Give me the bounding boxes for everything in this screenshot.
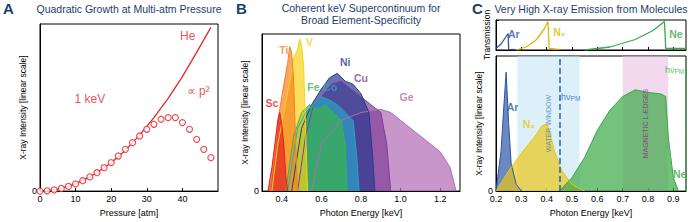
svg-text:0.7: 0.7: [616, 194, 629, 204]
svg-text:0.6: 0.6: [315, 194, 328, 204]
svg-text:0.4: 0.4: [276, 194, 289, 204]
svg-text:hν: hν: [561, 92, 571, 102]
svg-text:0.5: 0.5: [566, 194, 579, 204]
svg-text:0.3: 0.3: [515, 194, 528, 204]
svg-text:∝ p²: ∝ p²: [187, 84, 210, 98]
svg-text:Sc: Sc: [265, 97, 278, 109]
svg-text:B: B: [236, 0, 247, 17]
svg-text:Coherent keV Supercontinuum fo: Coherent keV Supercontinuum for: [282, 2, 441, 14]
svg-text:0.8: 0.8: [642, 194, 655, 204]
svg-text:Pressure [atm]: Pressure [atm]: [100, 208, 159, 218]
svg-text:Ne: Ne: [669, 28, 683, 40]
svg-text:hν: hν: [665, 65, 675, 75]
svg-text:30: 30: [142, 194, 152, 204]
svg-text:X-ray Intensity [linear scale]: X-ray Intensity [linear scale]: [240, 60, 250, 164]
svg-text:Ge: Ge: [400, 91, 414, 103]
svg-text:X-ray Intensity [linear scale]: X-ray Intensity [linear scale]: [474, 71, 484, 175]
svg-text:1 keV: 1 keV: [74, 92, 105, 106]
svg-text:N₂: N₂: [523, 118, 536, 130]
svg-text:Ti: Ti: [279, 44, 288, 56]
svg-text:10: 10: [71, 194, 81, 204]
svg-text:1.0: 1.0: [394, 194, 407, 204]
svg-text:40: 40: [177, 194, 187, 204]
svg-text:MAGNETIC L-EDGES: MAGNETIC L-EDGES: [642, 88, 649, 158]
svg-text:V: V: [306, 36, 313, 48]
svg-text:Cu: Cu: [354, 72, 368, 84]
svg-text:A: A: [3, 0, 14, 17]
svg-text:1.2: 1.2: [434, 194, 447, 204]
svg-text:N₂: N₂: [553, 26, 566, 38]
svg-text:0.9: 0.9: [667, 194, 680, 204]
svg-text:Broad Element-Specificity: Broad Element-Specificity: [301, 14, 422, 26]
svg-text:X-ray Intensity [linear scale]: X-ray Intensity [linear scale]: [18, 55, 28, 159]
svg-text:Fe: Fe: [307, 81, 319, 93]
svg-text:Very High X-ray Emission from: Very High X-ray Emission from Molecules: [494, 3, 687, 15]
svg-text:He: He: [180, 29, 196, 43]
svg-text:0.8: 0.8: [355, 194, 368, 204]
svg-text:Photon Energy [keV]: Photon Energy [keV]: [320, 208, 403, 218]
svg-text:Photon Energy [keV]: Photon Energy [keV]: [550, 208, 633, 218]
svg-text:Ni: Ni: [340, 56, 351, 68]
svg-text:Ar: Ar: [508, 28, 520, 40]
svg-text:Quadratic Growth at Multi-atm: Quadratic Growth at Multi-atm Pressure: [37, 3, 222, 15]
svg-text:0.4: 0.4: [540, 194, 553, 204]
svg-text:0: 0: [37, 194, 42, 204]
svg-text:0: 0: [32, 186, 37, 196]
svg-text:PM: PM: [674, 68, 684, 75]
svg-text:Transmission: Transmission: [482, 10, 492, 60]
svg-text:0.2: 0.2: [490, 194, 503, 204]
svg-text:Ne: Ne: [673, 168, 687, 180]
svg-text:0: 0: [254, 186, 259, 196]
svg-text:Ar: Ar: [507, 101, 519, 113]
svg-text:0: 0: [488, 186, 493, 197]
svg-text:0.6: 0.6: [591, 194, 604, 204]
svg-text:PM: PM: [571, 95, 581, 102]
svg-text:20: 20: [106, 194, 116, 204]
svg-text:WATER WINDOW: WATER WINDOW: [545, 95, 552, 153]
svg-text:Co: Co: [323, 81, 337, 93]
svg-text:C: C: [472, 0, 483, 17]
